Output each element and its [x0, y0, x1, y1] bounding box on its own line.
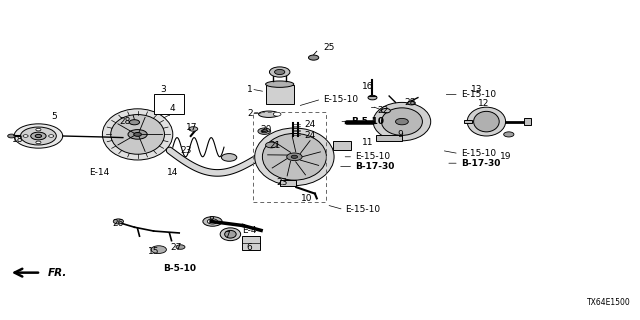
- Text: 9: 9: [397, 130, 403, 139]
- Ellipse shape: [308, 55, 319, 60]
- Text: B-17-30: B-17-30: [461, 159, 500, 168]
- Bar: [333, 141, 351, 150]
- Ellipse shape: [373, 102, 431, 141]
- Ellipse shape: [220, 228, 241, 241]
- Text: 10: 10: [301, 194, 313, 203]
- Text: 20: 20: [260, 125, 271, 134]
- Text: 24: 24: [304, 120, 316, 129]
- Ellipse shape: [291, 155, 298, 158]
- Ellipse shape: [259, 111, 279, 117]
- Ellipse shape: [134, 132, 141, 136]
- Ellipse shape: [368, 95, 377, 100]
- Ellipse shape: [49, 135, 54, 137]
- Ellipse shape: [36, 141, 41, 144]
- Text: 1: 1: [247, 85, 253, 94]
- Text: 22: 22: [377, 106, 388, 115]
- Text: E-15-10: E-15-10: [461, 90, 496, 99]
- Bar: [242, 236, 260, 250]
- Ellipse shape: [269, 67, 290, 77]
- Text: 3: 3: [161, 85, 166, 94]
- Text: 24: 24: [304, 132, 316, 140]
- Text: E-15-10: E-15-10: [461, 149, 496, 158]
- Text: 25: 25: [323, 44, 335, 52]
- Ellipse shape: [113, 219, 124, 224]
- Ellipse shape: [176, 245, 185, 249]
- Ellipse shape: [261, 130, 268, 133]
- Text: 15: 15: [148, 247, 159, 256]
- Ellipse shape: [504, 132, 514, 137]
- Ellipse shape: [266, 81, 294, 87]
- Text: 4: 4: [170, 104, 175, 113]
- Text: E-15-10: E-15-10: [323, 95, 358, 104]
- Ellipse shape: [273, 112, 281, 116]
- Text: 13: 13: [471, 85, 483, 94]
- Text: TX64E1500: TX64E1500: [587, 298, 630, 307]
- Text: 6: 6: [247, 244, 252, 252]
- Text: FR.: FR.: [47, 268, 67, 278]
- Ellipse shape: [225, 230, 236, 238]
- Ellipse shape: [275, 69, 285, 75]
- Bar: [376, 135, 402, 141]
- Text: 26: 26: [113, 220, 124, 228]
- Text: B-5-10: B-5-10: [163, 264, 196, 273]
- Ellipse shape: [35, 134, 42, 138]
- Ellipse shape: [408, 101, 415, 105]
- Ellipse shape: [20, 127, 56, 145]
- Text: 8: 8: [209, 216, 214, 225]
- Bar: [464, 120, 472, 123]
- Text: E-4: E-4: [243, 226, 257, 235]
- Ellipse shape: [102, 109, 173, 160]
- Ellipse shape: [258, 128, 271, 134]
- Text: 21: 21: [269, 141, 281, 150]
- Ellipse shape: [8, 134, 15, 138]
- Ellipse shape: [207, 219, 218, 224]
- Bar: [524, 118, 531, 125]
- Bar: [154, 94, 184, 114]
- Text: 27: 27: [170, 244, 182, 252]
- Text: 18: 18: [12, 135, 24, 144]
- Ellipse shape: [151, 246, 166, 253]
- Text: 7: 7: [225, 231, 230, 240]
- Ellipse shape: [221, 154, 237, 161]
- Text: 12: 12: [477, 100, 489, 108]
- Ellipse shape: [396, 118, 408, 125]
- Ellipse shape: [474, 111, 499, 132]
- Ellipse shape: [203, 217, 222, 226]
- Text: 14: 14: [167, 168, 179, 177]
- Ellipse shape: [262, 133, 326, 180]
- Ellipse shape: [255, 128, 334, 186]
- Bar: [253, 112, 326, 202]
- Ellipse shape: [31, 132, 46, 140]
- Text: 19: 19: [500, 152, 511, 161]
- Ellipse shape: [36, 128, 41, 131]
- Text: 28: 28: [404, 98, 415, 107]
- Text: B-17-30: B-17-30: [355, 162, 395, 171]
- Ellipse shape: [129, 120, 140, 125]
- Ellipse shape: [111, 115, 164, 154]
- Text: 5: 5: [52, 112, 57, 121]
- Text: B-5-10: B-5-10: [351, 117, 384, 126]
- Text: 23: 23: [180, 146, 191, 155]
- Ellipse shape: [381, 108, 390, 113]
- Ellipse shape: [14, 124, 63, 148]
- Text: E-15-10: E-15-10: [355, 152, 390, 161]
- Text: 11: 11: [362, 138, 374, 147]
- Ellipse shape: [189, 127, 198, 131]
- Text: 23: 23: [276, 178, 287, 187]
- Text: 16: 16: [362, 82, 374, 91]
- Ellipse shape: [266, 142, 277, 148]
- Bar: [280, 180, 296, 186]
- Ellipse shape: [287, 153, 302, 161]
- Ellipse shape: [128, 130, 147, 139]
- Text: E-15-10: E-15-10: [346, 205, 381, 214]
- Text: 2: 2: [247, 109, 253, 118]
- Text: 28: 28: [119, 117, 131, 126]
- Text: 17: 17: [186, 124, 198, 132]
- Ellipse shape: [23, 135, 28, 137]
- Bar: [266, 85, 294, 104]
- Text: E-14: E-14: [89, 168, 109, 177]
- Ellipse shape: [467, 107, 506, 136]
- Ellipse shape: [381, 108, 422, 135]
